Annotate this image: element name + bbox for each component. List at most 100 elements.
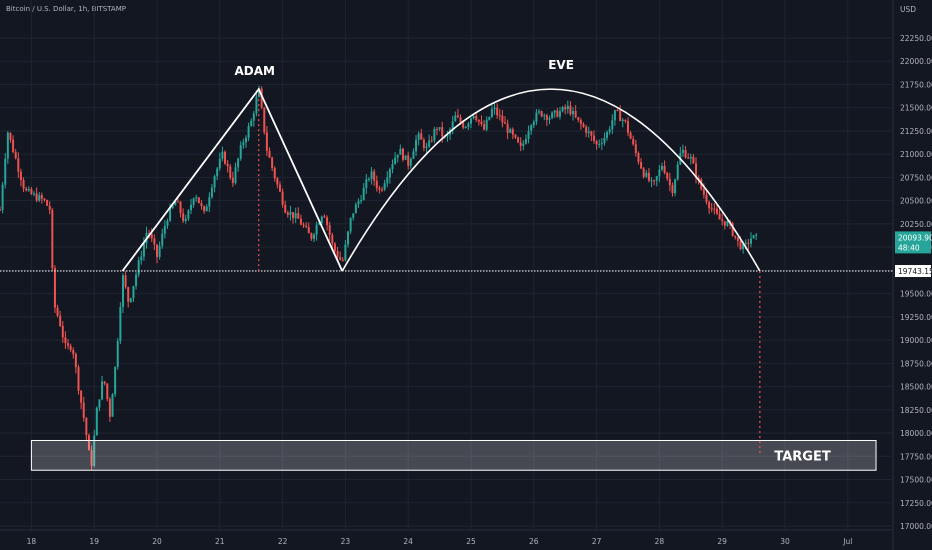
candle-body (543, 115, 546, 117)
candle-body (626, 121, 629, 133)
candle-body (51, 209, 54, 269)
candle-body (726, 221, 729, 226)
candle-body (106, 383, 109, 400)
candle-body (545, 115, 548, 120)
candle-body (12, 139, 15, 153)
candle-body (524, 138, 527, 144)
candle-body (234, 167, 237, 183)
target-zone (30, 439, 877, 471)
candle-body (734, 235, 737, 238)
candle-body (401, 148, 404, 160)
candle-body (462, 122, 465, 128)
time-tick-label: 27 (592, 537, 602, 546)
candle-body (239, 145, 242, 159)
candle-body (637, 153, 640, 163)
candle-body (663, 166, 666, 174)
candle-body (674, 179, 677, 194)
candle-body (53, 268, 56, 308)
candle-body (174, 201, 177, 206)
candle-body (95, 407, 98, 436)
candle-body (428, 140, 431, 147)
candle-body (312, 234, 315, 239)
candle-body (48, 205, 51, 210)
symbol-legend[interactable]: Bitcoin / U.S. Dollar, 1h, BITSTAMP (6, 5, 126, 13)
candle-body (480, 121, 483, 124)
candle-body (87, 435, 90, 451)
candle-body (504, 122, 507, 124)
candle-body (323, 216, 326, 218)
candle-body (721, 219, 724, 222)
candle-body (224, 151, 227, 164)
candle-body (619, 110, 622, 122)
candle-body (22, 180, 25, 189)
candle-body (365, 179, 368, 188)
candle-body (687, 157, 690, 159)
candle-body (205, 206, 208, 212)
candle-body (472, 115, 475, 119)
candle-body (182, 213, 185, 221)
candle-body (153, 238, 156, 245)
candle-body (375, 180, 378, 188)
candle-body (247, 126, 250, 138)
candle-body (705, 194, 708, 203)
price-tick-label: 21250.00 (900, 127, 932, 136)
candle-body (556, 110, 559, 117)
symbol-name: Bitcoin / U.S. Dollar (6, 5, 74, 13)
candle-body (723, 221, 726, 226)
candle-body (689, 156, 692, 159)
candle-body (38, 195, 41, 201)
price-tick-label: 17750.00 (900, 452, 932, 461)
candle-body (46, 200, 49, 206)
candle-body (441, 127, 444, 137)
candle-body (336, 250, 339, 258)
candle-body (645, 172, 648, 177)
candle-body (642, 168, 645, 177)
candle-body (587, 131, 590, 133)
candle-body (417, 133, 420, 140)
candle-body (425, 146, 428, 148)
candle-body (490, 109, 493, 117)
price-tick-label: 17500.00 (900, 476, 932, 485)
candle-body (574, 111, 577, 118)
candle-body (362, 187, 365, 201)
time-tick-label: 26 (529, 537, 539, 546)
candle-body (360, 200, 363, 202)
candle-body (40, 195, 43, 199)
candle-body (616, 110, 619, 112)
candle-body (284, 204, 287, 213)
time-axis[interactable]: 18 19 20 21 22 23 24 25 26 27 28 29 30 Jul (0, 529, 893, 546)
candle-body (25, 188, 28, 191)
candle-body (498, 115, 501, 117)
candle-body (326, 217, 329, 226)
current-price-label: 20093.90 (898, 233, 932, 242)
candle-body (218, 158, 221, 169)
candle-body (318, 222, 321, 225)
candle-body (347, 231, 350, 245)
candle-body (621, 119, 624, 122)
candle-body (210, 187, 213, 198)
candle-body (467, 123, 470, 127)
candle-body (681, 150, 684, 153)
candle-body (72, 349, 75, 355)
candle-body (538, 111, 541, 113)
current-price-tag (895, 231, 931, 254)
candle-body (74, 354, 77, 368)
candle-body (197, 197, 200, 204)
candle-body (111, 394, 114, 417)
candle-body (695, 163, 698, 178)
candle-body (569, 105, 572, 115)
price-axis[interactable]: USD 17000.00 17250.00 17500.00 17750.00 18000… (892, 0, 932, 550)
candle-body (684, 150, 687, 158)
neckline-price-tag (895, 265, 931, 278)
candle-body (446, 134, 449, 137)
time-tick-label: 19 (89, 537, 99, 546)
candle-body (163, 225, 166, 234)
candle-body (600, 143, 603, 145)
candle-body (132, 285, 135, 299)
candle-body (320, 216, 323, 223)
candle-body (566, 105, 569, 110)
candle-body (548, 118, 551, 120)
currency-label: USD (900, 5, 916, 14)
price-tick-label: 18750.00 (900, 359, 932, 368)
